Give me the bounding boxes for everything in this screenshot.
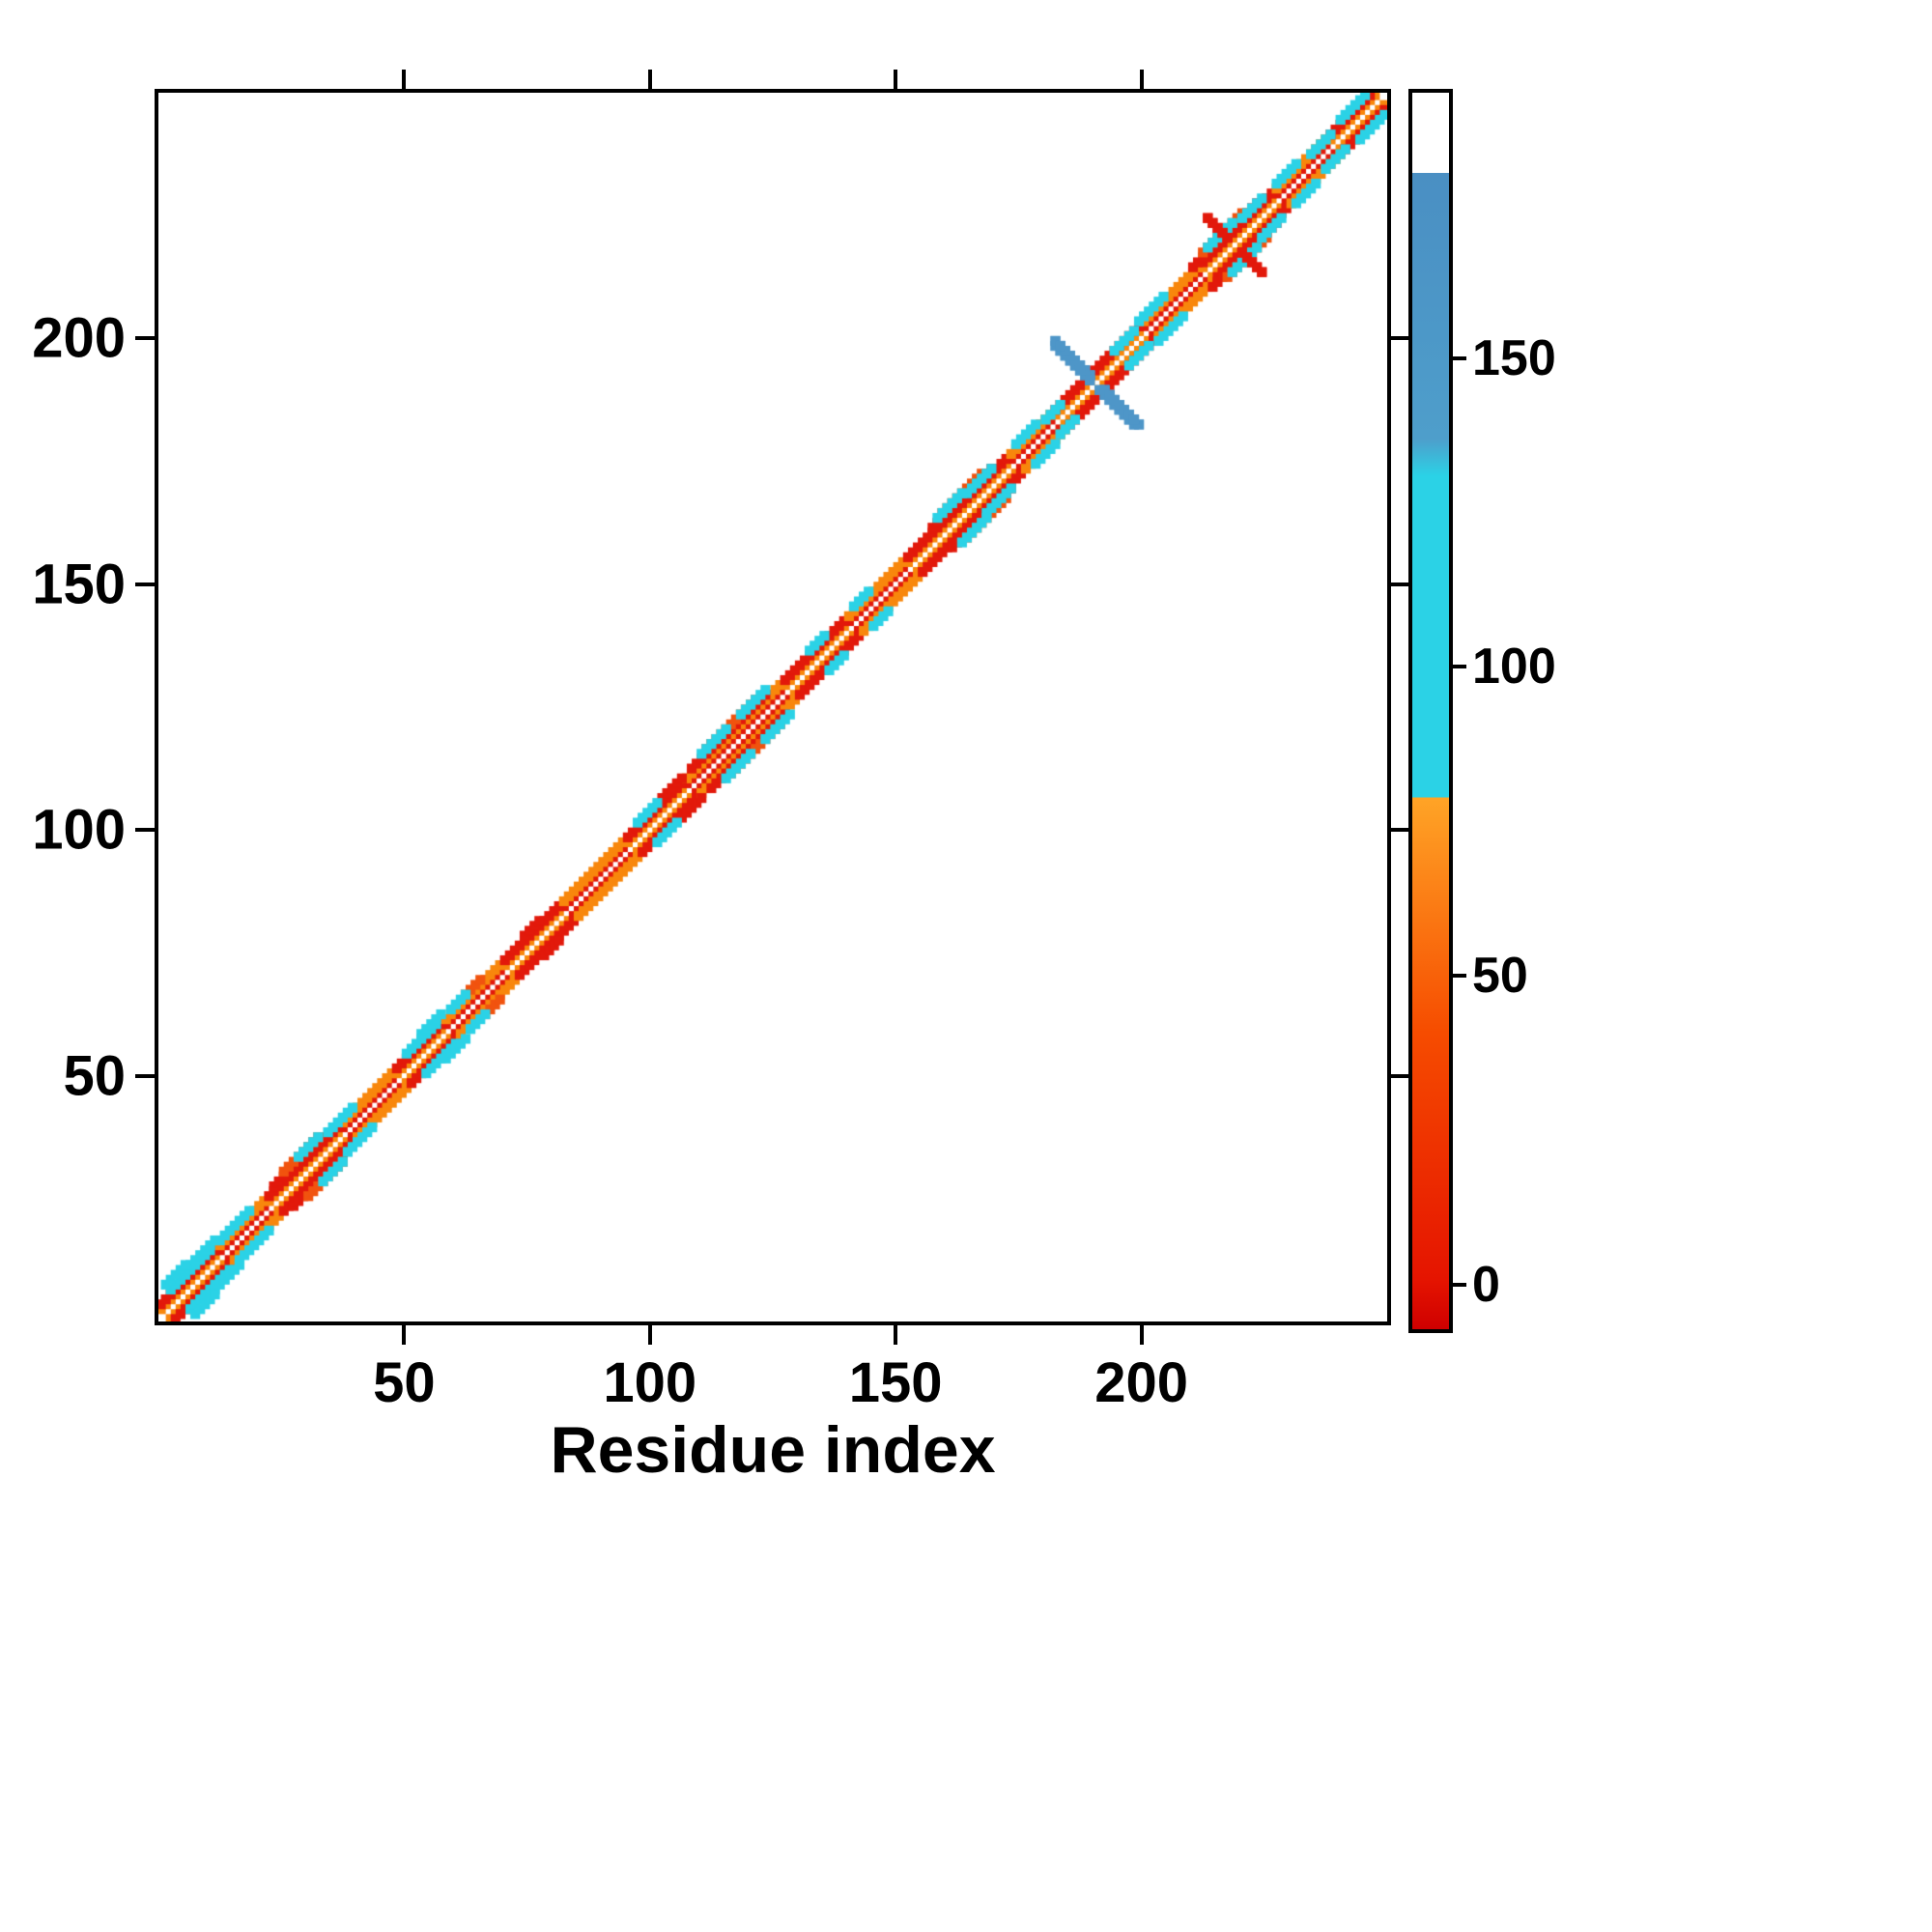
x-tick-bottom bbox=[894, 1325, 898, 1345]
colorbar bbox=[1408, 89, 1453, 1333]
x-tick-top bbox=[402, 70, 407, 89]
x-tick-top bbox=[1139, 70, 1144, 89]
x-tick-top bbox=[647, 70, 652, 89]
y-tick-right bbox=[1391, 1073, 1410, 1078]
colorbar-gradient bbox=[1412, 93, 1449, 1329]
colorbar-tick-label: 50 bbox=[1472, 948, 1528, 1005]
y-tick-left bbox=[135, 582, 155, 586]
y-tick-left bbox=[135, 1073, 155, 1078]
y-tick-label: 100 bbox=[32, 798, 126, 862]
y-tick-left bbox=[135, 828, 155, 833]
colorbar-tick-label: 150 bbox=[1472, 329, 1556, 386]
colorbar-tick-label: 0 bbox=[1472, 1256, 1500, 1313]
x-tick-label: 100 bbox=[603, 1351, 697, 1414]
y-tick-label: 150 bbox=[32, 553, 126, 616]
x-tick-top bbox=[894, 70, 898, 89]
colorbar-tick-label: 100 bbox=[1472, 639, 1556, 696]
colorbar-tick bbox=[1453, 665, 1466, 669]
y-tick-right bbox=[1391, 336, 1410, 341]
colorbar-tick bbox=[1453, 1282, 1466, 1287]
contact-map-canvas bbox=[158, 93, 1387, 1321]
y-tick-label: 50 bbox=[63, 1044, 126, 1108]
x-tick-label: 50 bbox=[373, 1351, 436, 1414]
y-tick-left bbox=[135, 336, 155, 341]
x-tick-label: 200 bbox=[1094, 1351, 1188, 1414]
colorbar-tick bbox=[1453, 355, 1466, 360]
x-tick-bottom bbox=[1139, 1325, 1144, 1345]
x-tick-bottom bbox=[402, 1325, 407, 1345]
plot-area bbox=[155, 89, 1391, 1325]
y-tick-label: 200 bbox=[32, 306, 126, 370]
x-tick-label: 150 bbox=[848, 1351, 943, 1414]
y-tick-right bbox=[1391, 582, 1410, 586]
colorbar-tick bbox=[1453, 974, 1466, 979]
x-tick-bottom bbox=[647, 1325, 652, 1345]
x-axis-label: Residue index bbox=[550, 1413, 996, 1487]
y-tick-right bbox=[1391, 828, 1410, 833]
